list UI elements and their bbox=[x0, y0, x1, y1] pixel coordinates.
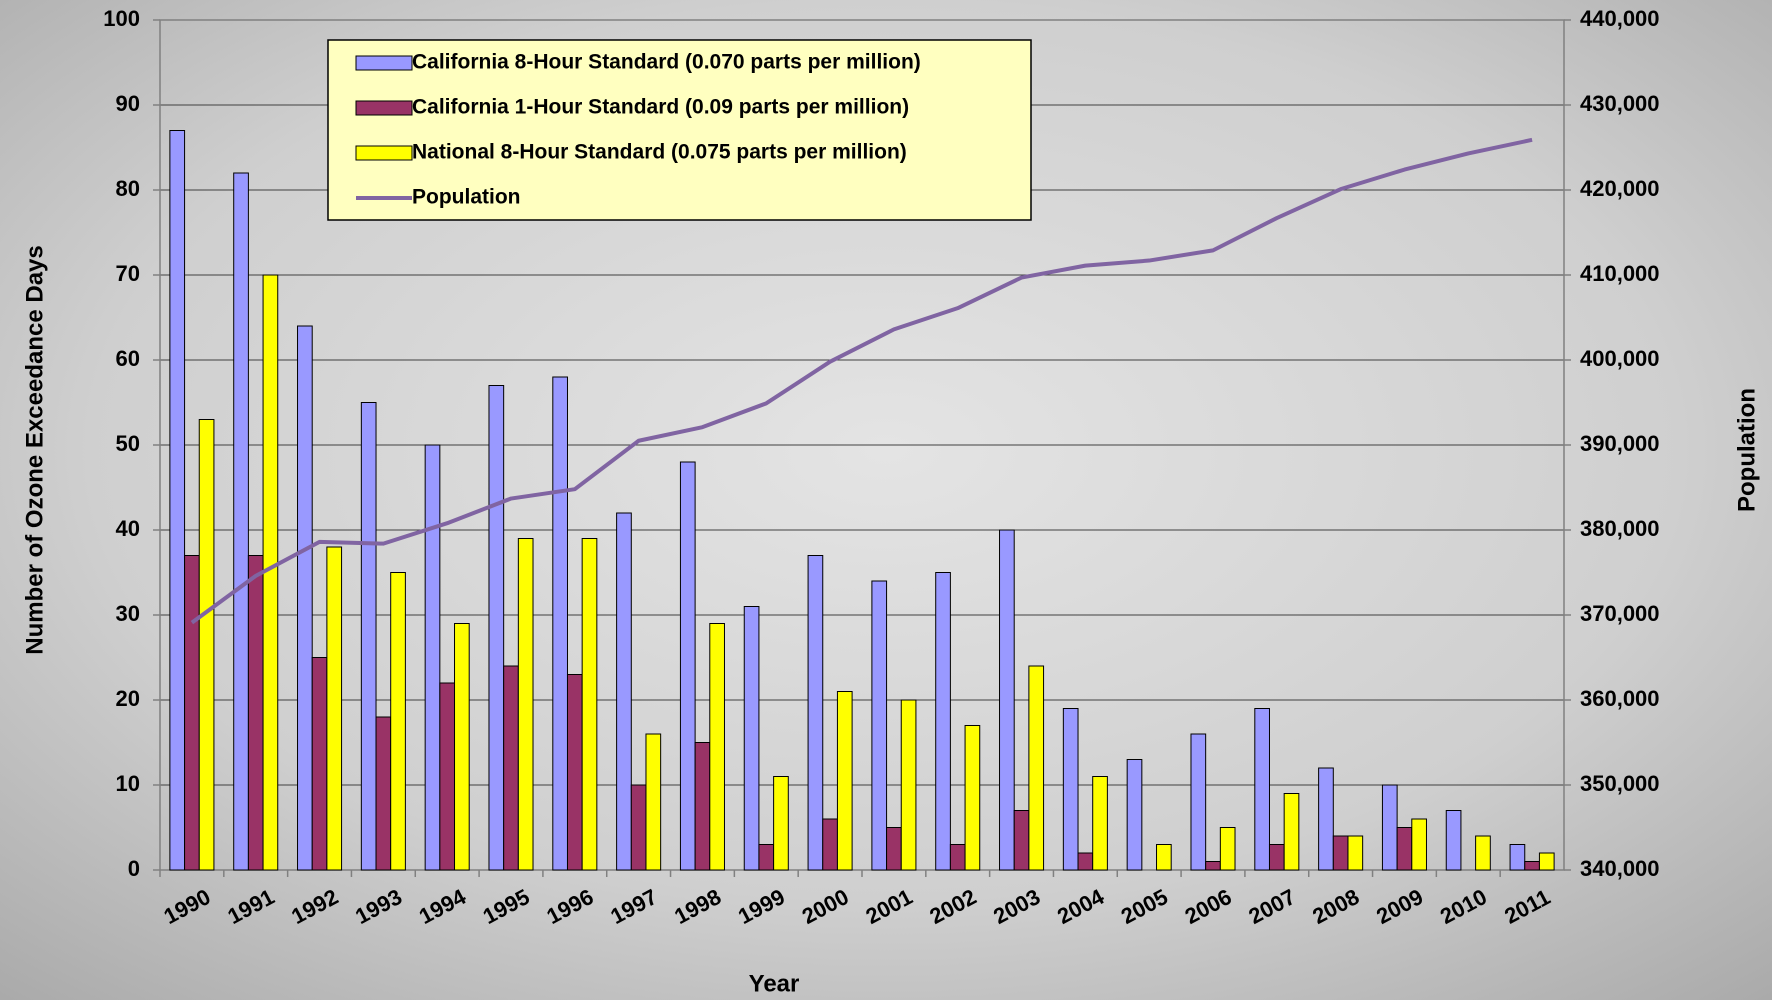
bar bbox=[376, 717, 391, 870]
y-tick-label: 50 bbox=[116, 431, 140, 456]
bar bbox=[1525, 862, 1540, 871]
bar bbox=[170, 131, 185, 871]
bar bbox=[901, 700, 916, 870]
bar bbox=[440, 683, 455, 870]
y-tick-label: 100 bbox=[103, 6, 140, 31]
y2-tick-label: 400,000 bbox=[1580, 346, 1660, 371]
bar bbox=[199, 420, 214, 871]
y2-tick-label: 340,000 bbox=[1580, 856, 1660, 881]
bar bbox=[327, 547, 342, 870]
bar bbox=[504, 666, 519, 870]
bar bbox=[837, 692, 852, 871]
bar bbox=[185, 556, 200, 871]
bar bbox=[774, 777, 789, 871]
bar bbox=[1319, 768, 1334, 870]
bar bbox=[646, 734, 661, 870]
bar bbox=[1220, 828, 1235, 871]
bar bbox=[1063, 709, 1078, 871]
y2-tick-label: 380,000 bbox=[1580, 516, 1660, 541]
bar bbox=[391, 573, 406, 871]
bar bbox=[1397, 828, 1412, 871]
bar bbox=[1029, 666, 1044, 870]
bar bbox=[1476, 836, 1491, 870]
bar bbox=[1014, 811, 1029, 871]
bar bbox=[1078, 853, 1093, 870]
bar bbox=[234, 173, 249, 870]
bar bbox=[361, 403, 376, 871]
y2-tick-label: 360,000 bbox=[1580, 686, 1660, 711]
bar bbox=[1539, 853, 1554, 870]
y-tick-label: 20 bbox=[116, 686, 140, 711]
legend-swatch bbox=[356, 56, 412, 70]
bar bbox=[710, 624, 725, 871]
y2-tick-label: 370,000 bbox=[1580, 601, 1660, 626]
bar bbox=[887, 828, 902, 871]
y2-axis-title: Population bbox=[1733, 388, 1760, 512]
bar bbox=[518, 539, 533, 871]
bar bbox=[1269, 845, 1284, 871]
bar bbox=[950, 845, 965, 871]
bar bbox=[872, 581, 887, 870]
y-tick-label: 90 bbox=[116, 91, 140, 116]
bar bbox=[965, 726, 980, 871]
bar bbox=[1333, 836, 1348, 870]
legend-swatch bbox=[356, 101, 412, 115]
bar bbox=[808, 556, 823, 871]
bar bbox=[455, 624, 470, 871]
bar bbox=[1284, 794, 1299, 871]
y2-tick-label: 430,000 bbox=[1580, 91, 1660, 116]
y-axis-title: Number of Ozone Exceedance Days bbox=[21, 245, 48, 654]
y-tick-label: 30 bbox=[116, 601, 140, 626]
bar bbox=[617, 513, 632, 870]
bar bbox=[248, 556, 263, 871]
bar bbox=[631, 785, 646, 870]
bar bbox=[1382, 785, 1397, 870]
y-tick-label: 70 bbox=[116, 261, 140, 286]
y2-tick-label: 420,000 bbox=[1580, 176, 1660, 201]
bar bbox=[582, 539, 597, 871]
y2-tick-label: 350,000 bbox=[1580, 771, 1660, 796]
legend-label: California 8-Hour Standard (0.070 parts … bbox=[412, 51, 921, 74]
legend-swatch bbox=[356, 146, 412, 160]
bar bbox=[489, 386, 504, 871]
y-tick-label: 40 bbox=[116, 516, 140, 541]
legend-label: California 1-Hour Standard (0.09 parts p… bbox=[412, 96, 909, 119]
bar bbox=[823, 819, 838, 870]
y2-tick-label: 390,000 bbox=[1580, 431, 1660, 456]
bar bbox=[567, 675, 582, 871]
bar bbox=[1510, 845, 1525, 871]
bar bbox=[425, 445, 440, 870]
bar bbox=[759, 845, 774, 871]
legend-label: Population bbox=[412, 186, 521, 209]
bar bbox=[1348, 836, 1363, 870]
legend-label: National 8-Hour Standard (0.075 parts pe… bbox=[412, 141, 907, 164]
bar bbox=[312, 658, 327, 871]
y-tick-label: 80 bbox=[116, 176, 140, 201]
bar bbox=[936, 573, 951, 871]
bar bbox=[553, 377, 568, 870]
y-tick-label: 10 bbox=[116, 771, 140, 796]
bar bbox=[1206, 862, 1221, 871]
bar bbox=[1446, 811, 1461, 871]
bar bbox=[1255, 709, 1270, 871]
bar bbox=[680, 462, 695, 870]
bar bbox=[1412, 819, 1427, 870]
bar bbox=[1000, 530, 1015, 870]
y-tick-label: 60 bbox=[116, 346, 140, 371]
bar bbox=[1191, 734, 1206, 870]
bar bbox=[1093, 777, 1108, 871]
bar bbox=[298, 326, 313, 870]
bar bbox=[1157, 845, 1172, 871]
bar bbox=[1127, 760, 1142, 871]
bar bbox=[744, 607, 759, 871]
page: {"chart_data": {"type": "bar", "categori… bbox=[0, 0, 1772, 1000]
x-axis-title: Year bbox=[749, 970, 800, 997]
y-tick-label: 0 bbox=[128, 856, 140, 881]
y2-tick-label: 440,000 bbox=[1580, 6, 1660, 31]
bar bbox=[695, 743, 710, 871]
chart: 0 10 20 30 40 50 60 70 80 90 100 340,000 350,000 360,… bbox=[0, 0, 1772, 1000]
y2-tick-label: 410,000 bbox=[1580, 261, 1660, 286]
